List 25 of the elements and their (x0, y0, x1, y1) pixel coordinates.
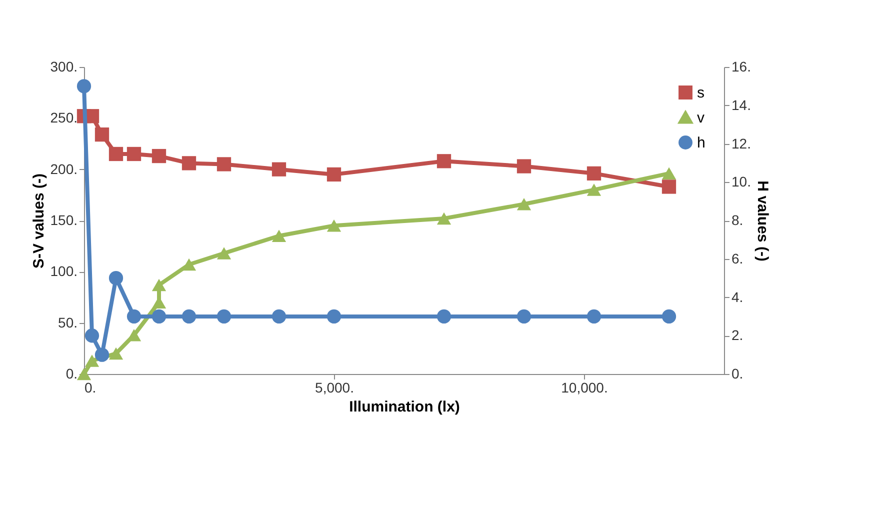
legend-label: v (697, 110, 705, 126)
y2-tick-label: 2. (732, 327, 744, 344)
y2-axis-title: H values (-) (754, 180, 771, 262)
y-tick-label: 100. (50, 263, 78, 280)
y-axis-title: S-V values (-) (30, 173, 48, 269)
y-tick-label: 50. (58, 314, 78, 330)
y2-tick-label: 6. (732, 250, 744, 266)
y-tick-label: 250. (50, 110, 78, 126)
y2-tick-label: 0. (732, 366, 744, 382)
y-tick-label: 200. (50, 160, 78, 177)
y-tick-label: 150. (50, 212, 78, 228)
x-tick-label: 10,000. (561, 380, 608, 396)
y-tick-label: 300. (50, 58, 78, 74)
y-tick-label: 0. (66, 366, 78, 382)
x-tick-label: 5,000. (315, 380, 354, 396)
legend-label: s (697, 84, 704, 102)
x-tick-label: 0. (84, 380, 96, 396)
y2-tick-label: 4. (732, 288, 744, 305)
y2-tick-label: 10. (732, 174, 751, 190)
legend-label: h (697, 134, 706, 152)
y2-tick-label: 16. (732, 58, 751, 74)
x-axis-title: Illumination (lx) (349, 398, 460, 416)
y2-tick-label: 14. (732, 96, 751, 113)
y2-tick-label: 12. (732, 135, 751, 152)
y2-tick-label: 8. (732, 212, 744, 228)
